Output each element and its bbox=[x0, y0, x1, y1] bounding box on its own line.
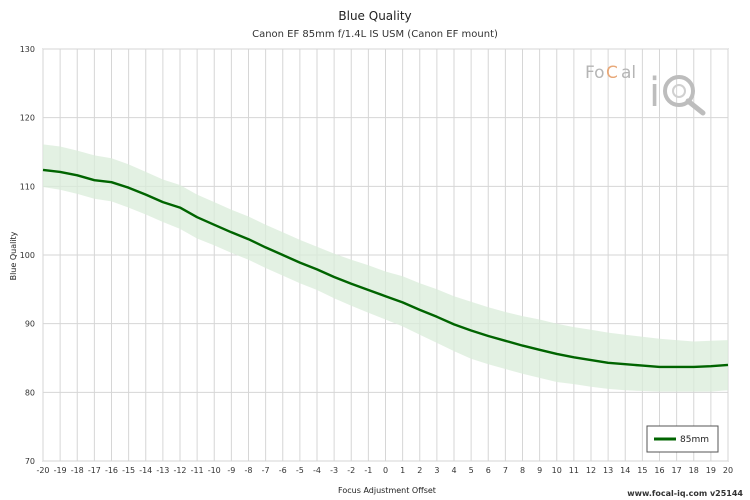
x-tick-label: 1 bbox=[400, 466, 405, 475]
svg-text:Fo: Fo bbox=[585, 63, 605, 83]
x-tick-label: 20 bbox=[723, 466, 733, 475]
x-tick-label: -1 bbox=[364, 466, 372, 475]
focal-logo: Fo C al i bbox=[585, 63, 706, 116]
x-tick-label: -20 bbox=[36, 466, 49, 475]
x-tick-label: 2 bbox=[417, 466, 422, 475]
x-tick-label: -11 bbox=[191, 466, 204, 475]
x-tick-labels: -20 -19 -18 -17 -16 -15 -14 -13 -12 -11 -10 -9 -8 -7-… bbox=[36, 466, 733, 475]
x-tick-label: -8 bbox=[245, 466, 253, 475]
x-tick-label: 6 bbox=[486, 466, 491, 475]
x-tick-label: 19 bbox=[706, 466, 716, 475]
x-tick-label: -9 bbox=[227, 466, 235, 475]
x-tick-label: 10 bbox=[552, 466, 562, 475]
x-tick-label: 14 bbox=[620, 466, 630, 475]
x-tick-label: -12 bbox=[173, 466, 186, 475]
y-tick-label: 80 bbox=[25, 388, 35, 397]
x-tick-label: -15 bbox=[122, 466, 135, 475]
x-tick-label: -18 bbox=[71, 466, 84, 475]
x-tick-label: -17 bbox=[88, 466, 101, 475]
x-tick-label: -3 bbox=[330, 466, 338, 475]
x-tick-label: -5 bbox=[296, 466, 304, 475]
y-tick-label: 130 bbox=[20, 45, 35, 54]
grid bbox=[42, 48, 729, 462]
y-tick-labels: 70 80 90 100 110 120 130 bbox=[20, 45, 35, 466]
x-tick-label: -10 bbox=[208, 466, 221, 475]
credit-text: www.focal-iq.com v25144 bbox=[627, 489, 743, 498]
x-tick-label: 18 bbox=[689, 466, 699, 475]
x-tick-label: 16 bbox=[654, 466, 664, 475]
x-tick-label: -7 bbox=[262, 466, 270, 475]
x-tick-label: -2 bbox=[347, 466, 355, 475]
x-tick-label: -6 bbox=[279, 466, 287, 475]
y-axis-label: Blue Quality bbox=[9, 231, 18, 280]
x-tick-label: -14 bbox=[139, 466, 152, 475]
x-tick-label: -19 bbox=[54, 466, 67, 475]
x-tick-label: 4 bbox=[451, 466, 456, 475]
x-tick-label: 3 bbox=[434, 466, 439, 475]
x-tick-label: 17 bbox=[672, 466, 682, 475]
x-tick-label: -4 bbox=[313, 466, 321, 475]
chart-subtitle: Canon EF 85mm f/1.4L IS USM (Canon EF mo… bbox=[252, 29, 498, 40]
y-tick-label: 70 bbox=[25, 457, 35, 466]
confidence-band bbox=[43, 144, 728, 392]
chart-title: Blue Quality bbox=[338, 9, 411, 23]
series-line-85mm bbox=[42, 168, 729, 369]
x-tick-label: 11 bbox=[569, 466, 579, 475]
svg-text:al: al bbox=[621, 63, 636, 83]
x-tick-label: 8 bbox=[520, 466, 525, 475]
x-tick-label: 5 bbox=[469, 466, 474, 475]
x-tick-label: 15 bbox=[637, 466, 647, 475]
x-tick-label: 0 bbox=[383, 466, 388, 475]
y-tick-label: 90 bbox=[25, 320, 35, 329]
y-tick-label: 100 bbox=[20, 251, 35, 260]
x-tick-label: 12 bbox=[586, 466, 596, 475]
y-tick-label: 110 bbox=[20, 182, 35, 191]
x-tick-label: 9 bbox=[537, 466, 542, 475]
x-tick-label: -16 bbox=[105, 466, 118, 475]
legend-label: 85mm bbox=[680, 435, 709, 445]
x-tick-label: 7 bbox=[503, 466, 508, 475]
x-tick-label: -13 bbox=[156, 466, 169, 475]
y-tick-label: 120 bbox=[20, 114, 35, 123]
legend: 85mm bbox=[646, 425, 719, 453]
x-tick-label: 13 bbox=[603, 466, 613, 475]
svg-text:C: C bbox=[606, 63, 618, 83]
x-axis-label: Focus Adjustment Offset bbox=[338, 486, 436, 495]
svg-text:i: i bbox=[649, 70, 660, 116]
